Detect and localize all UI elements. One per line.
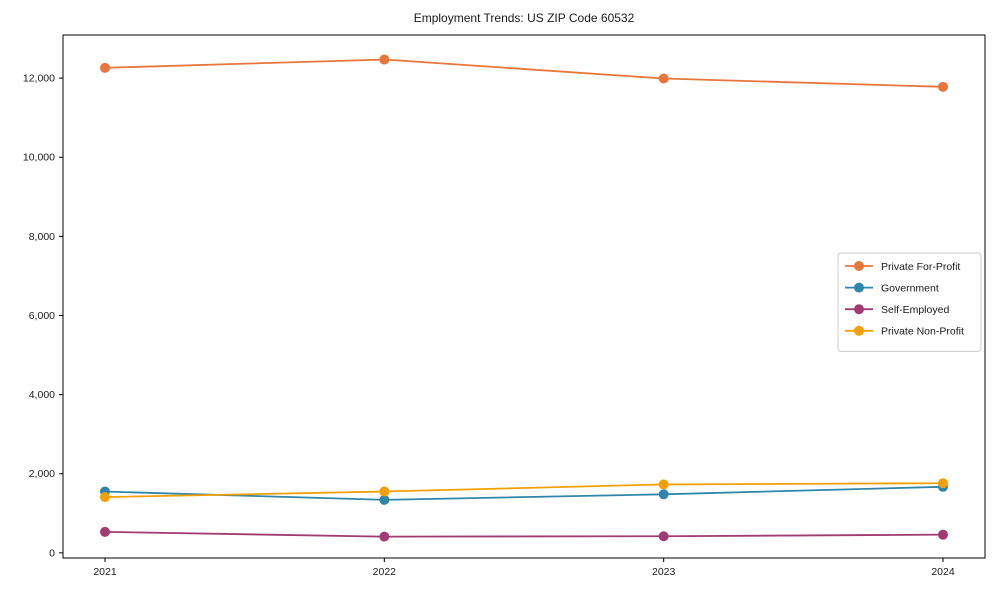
y-axis-tick-label: 4,000 xyxy=(29,389,55,401)
legend-label: Self-Employed xyxy=(881,304,949,316)
y-axis-tick-label: 2,000 xyxy=(29,468,55,480)
data-point-marker-private-non-profit-2022 xyxy=(379,486,390,497)
legend-label: Private Non-Profit xyxy=(881,326,964,338)
series-line-government xyxy=(104,485,944,501)
x-axis-tick-label: 2022 xyxy=(373,566,397,578)
data-point-marker-self-employed-2022 xyxy=(379,531,390,542)
y-axis-tick-label: 10,000 xyxy=(23,152,55,164)
legend-marker xyxy=(854,325,864,336)
data-point-marker-government-2022 xyxy=(379,494,390,505)
chart-title: Employment Trends: US ZIP Code 60532 xyxy=(414,11,635,25)
data-point-marker-private-non-profit-2024 xyxy=(938,478,948,489)
data-point-marker-self-employed-2024 xyxy=(938,529,948,540)
data-point-marker-private-for-profit-2021 xyxy=(100,62,110,73)
legend-marker xyxy=(854,304,864,315)
data-point-marker-private-non-profit-2023 xyxy=(658,479,669,490)
y-axis-tick-label: 0 xyxy=(49,547,55,559)
legend-box xyxy=(837,252,982,352)
data-point-marker-private-for-profit-2022 xyxy=(379,54,390,65)
x-axis-tick-label: 2023 xyxy=(652,566,676,578)
data-point-marker-private-for-profit-2023 xyxy=(658,73,669,84)
legend-item-private-non-profit: Private Non-Profit xyxy=(845,326,964,338)
y-axis-tick-label: 12,000 xyxy=(23,73,55,85)
legend-label: Government xyxy=(881,282,939,294)
data-point-marker-private-non-profit-2021 xyxy=(100,492,110,503)
y-axis-tick-label: 8,000 xyxy=(29,231,55,243)
legend-marker xyxy=(854,282,864,293)
data-point-marker-government-2023 xyxy=(658,489,669,500)
series-line-private-for-profit xyxy=(104,58,944,88)
data-point-marker-self-employed-2023 xyxy=(658,531,669,542)
plot-border xyxy=(62,34,986,559)
legend-marker xyxy=(854,261,864,271)
legend-item-self-employed: Self-Employed xyxy=(845,304,949,316)
series-line-self-employed xyxy=(104,530,944,538)
x-axis-tick-label: 2024 xyxy=(931,566,955,578)
legend: Private For-Profit Government Self-Employe… xyxy=(837,252,982,352)
data-point-marker-self-employed-2021 xyxy=(100,526,110,537)
legend-item-private-for-profit: Private For-Profit xyxy=(845,261,960,273)
legend-item-government: Government xyxy=(845,282,939,294)
series-line-private-non-profit xyxy=(104,482,944,498)
y-axis-tick-label: 6,000 xyxy=(29,310,55,322)
x-axis-tick-label: 2021 xyxy=(93,566,117,578)
data-point-marker-private-for-profit-2024 xyxy=(938,81,948,92)
legend-label: Private For-Profit xyxy=(881,261,960,273)
